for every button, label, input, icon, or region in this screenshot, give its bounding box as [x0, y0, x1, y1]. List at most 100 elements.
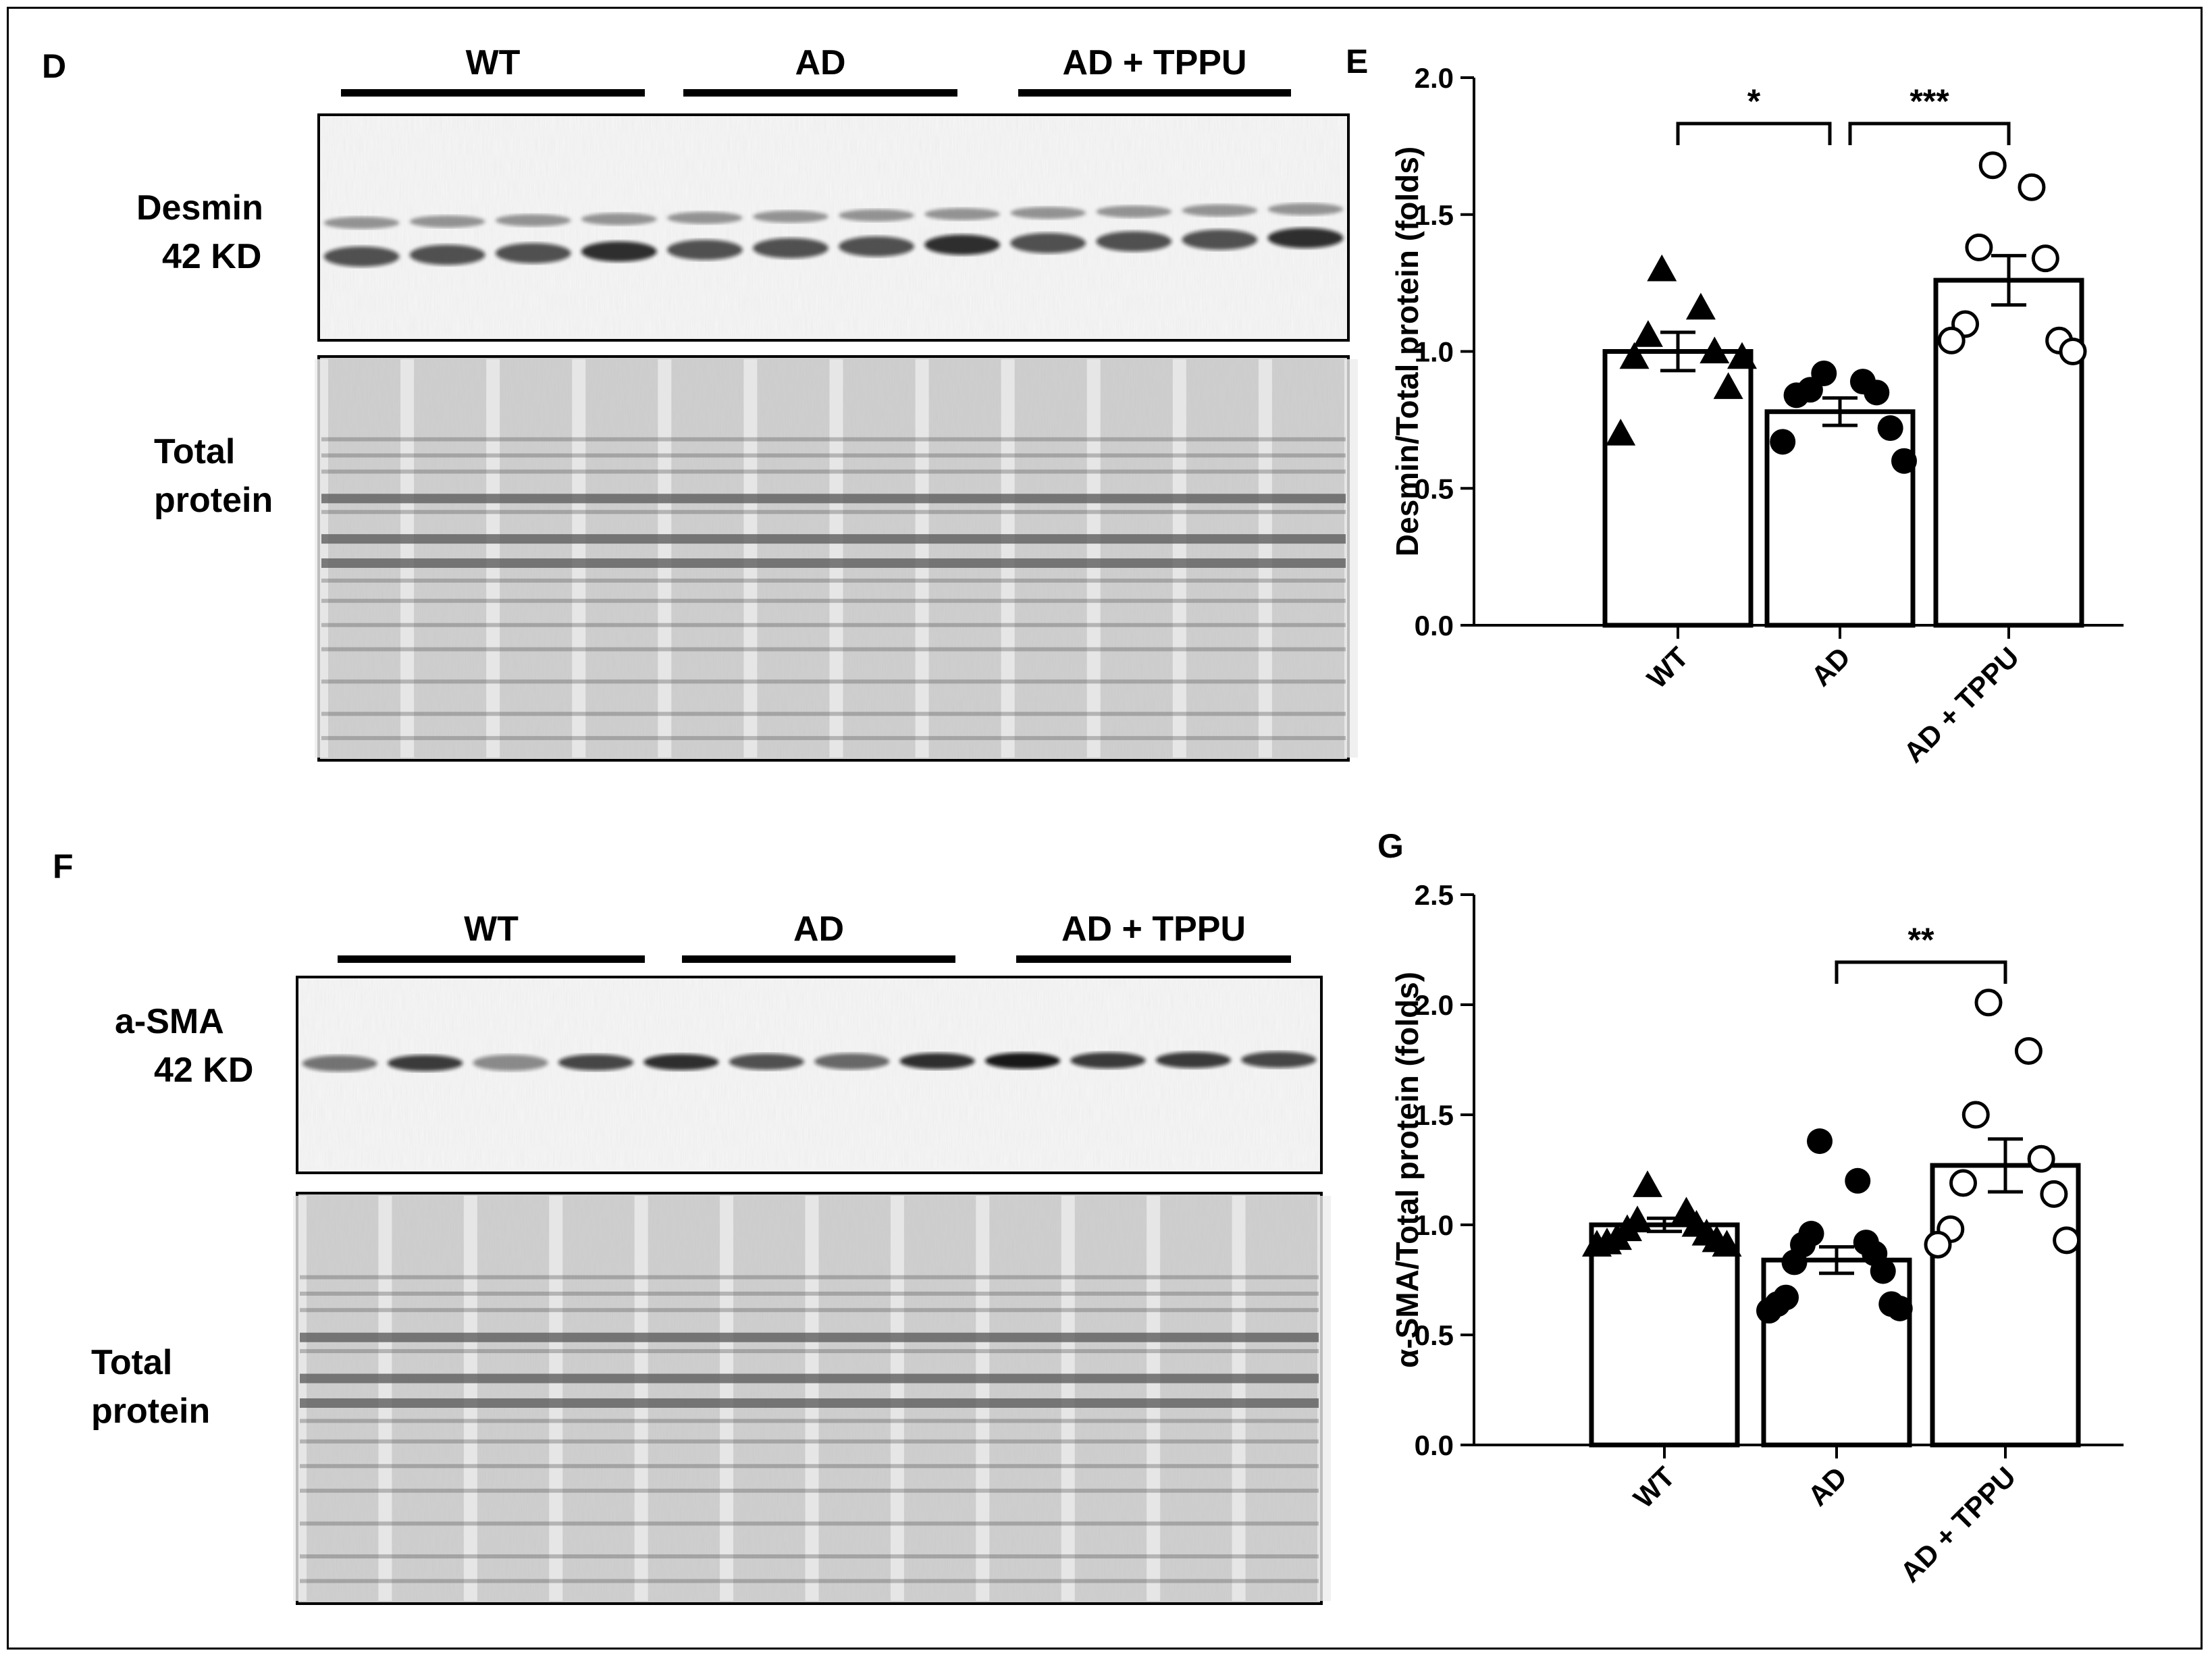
data-point [1937, 326, 1966, 354]
total-label-line1: Total [154, 432, 235, 471]
bar [1589, 1222, 1740, 1448]
y-tick-label: 0.0 [1415, 610, 1454, 641]
data-point [1727, 342, 1757, 369]
total-protein-band [321, 558, 1346, 568]
total-protein-band [321, 578, 1346, 583]
data-point [2018, 173, 2046, 201]
group-label: AD [795, 43, 845, 82]
y-tick-label: 1.0 [1415, 1209, 1454, 1241]
total-protein-band [321, 623, 1346, 627]
group-bar [682, 955, 955, 963]
data-point [1807, 1128, 1833, 1155]
y-tick-label: 0.5 [1415, 473, 1454, 504]
protein-band [839, 236, 914, 257]
data-point [2027, 1144, 2055, 1173]
data-point [1887, 1295, 1913, 1321]
protein-band [753, 238, 828, 259]
protein-band [302, 1055, 377, 1072]
protein-band [753, 210, 828, 223]
protein-band [1155, 1052, 1231, 1068]
protein-band [323, 246, 400, 267]
data-point [1633, 320, 1663, 347]
total-label-line1: Total [91, 1343, 172, 1382]
protein-band [666, 211, 743, 224]
protein-band [814, 1053, 890, 1070]
significance-label: *** [1910, 82, 1949, 120]
group-label: WT [464, 910, 519, 949]
lane-gap [1344, 359, 1358, 758]
panel-label-e: E [1346, 43, 1368, 80]
protein-band [1267, 228, 1344, 248]
protein-band [495, 243, 571, 263]
data-point [1924, 1230, 1952, 1259]
total-protein-band [300, 1398, 1319, 1408]
total-protein-band [321, 647, 1346, 652]
protein-band [1010, 233, 1086, 253]
protein-band [581, 241, 657, 262]
x-tick-label: AD [1801, 1460, 1853, 1512]
y-axis-label: Desmin/Total protein (folds) [1390, 147, 1425, 556]
data-point [1965, 233, 1993, 261]
protein-band [1267, 203, 1344, 215]
total-protein-band [300, 1488, 1319, 1493]
data-point [1647, 254, 1677, 282]
protein-band [1182, 230, 1258, 250]
y-tick-label: 0.5 [1415, 1319, 1454, 1351]
data-point [1756, 1298, 1782, 1324]
x-tick-label: AD + TPPU [1894, 1460, 2022, 1588]
y-tick-label: 2.5 [1415, 879, 1454, 911]
x-tick-label: AD [1805, 641, 1856, 692]
data-point [1978, 151, 2007, 180]
protein-band [1241, 1051, 1317, 1068]
protein-band [924, 234, 1001, 255]
data-point [2014, 1036, 2043, 1065]
protein-band [388, 1055, 463, 1072]
protein-band [581, 213, 657, 226]
total-protein-band [321, 712, 1346, 716]
total-protein-band [300, 1275, 1319, 1280]
total-protein-band [300, 1554, 1319, 1559]
total-protein-band [300, 1291, 1319, 1296]
data-point [1891, 448, 1917, 474]
protein-band [473, 1055, 548, 1071]
significance-bracket [1676, 122, 1832, 145]
lane-gap [1317, 1196, 1331, 1601]
data-point [1700, 336, 1730, 364]
x-tick-label: WT [1641, 641, 1695, 695]
total-protein-band [300, 1308, 1319, 1313]
data-point [2053, 1226, 2081, 1255]
data-point [1712, 1230, 1742, 1257]
band-name-label: Desmin [136, 188, 263, 228]
total-protein-band [321, 453, 1346, 458]
panel-label-f: F [53, 847, 74, 885]
data-point [1770, 429, 1796, 455]
group-label: WT [466, 43, 521, 82]
y-tick-label: 2.0 [1415, 62, 1454, 94]
figure-frame [7, 7, 2203, 1650]
data-point [1713, 372, 1743, 399]
protein-band [1070, 1052, 1146, 1069]
data-point [1974, 989, 2003, 1017]
data-point [1845, 1167, 1871, 1194]
data-point [1619, 342, 1650, 369]
band-blot-texture [320, 116, 1347, 339]
protein-band [643, 1054, 719, 1070]
protein-band [839, 209, 914, 221]
y-tick-label: 1.5 [1415, 1099, 1454, 1131]
x-tick-label: WT [1627, 1460, 1681, 1515]
data-point [1864, 379, 1890, 406]
data-point [1961, 1101, 1990, 1129]
group-bar [1018, 89, 1291, 97]
total-protein-band [321, 469, 1346, 474]
protein-band [666, 240, 743, 260]
group-bar [1016, 955, 1291, 963]
protein-band [924, 208, 1001, 221]
protein-band [1010, 207, 1086, 219]
band-name-label: a-SMA [115, 1002, 224, 1041]
total-protein-band [321, 736, 1346, 741]
data-point [1949, 1169, 1977, 1197]
group-label: AD + TPPU [1062, 43, 1246, 82]
protein-band [409, 215, 485, 228]
band-size-label: 42 KD [154, 1051, 253, 1090]
